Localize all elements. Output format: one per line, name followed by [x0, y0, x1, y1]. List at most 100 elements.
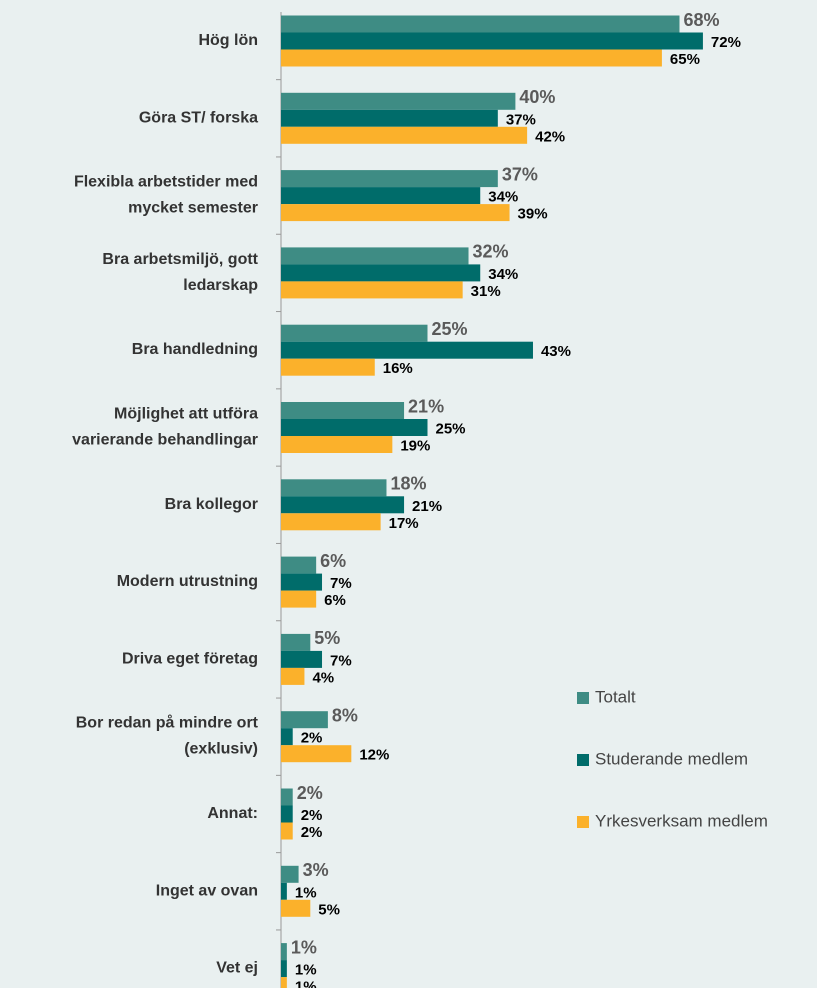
value-label: 16%: [383, 360, 413, 377]
bar: [281, 882, 287, 900]
category-line: Bra handledning: [132, 341, 258, 358]
bar: [281, 805, 293, 823]
bar: [281, 711, 328, 729]
bar: [281, 170, 498, 188]
legend-label: Yrkesverksam medlem: [595, 811, 768, 830]
value-label: 31%: [471, 283, 501, 300]
bar: [281, 247, 469, 265]
category-label: Flexibla arbetstider med mycket semester: [74, 174, 258, 217]
bar: [281, 788, 293, 806]
value-label: 72%: [711, 34, 741, 51]
value-label: 8%: [332, 705, 358, 725]
bar: [281, 49, 662, 67]
bar: [281, 822, 293, 840]
value-label: 1%: [295, 979, 317, 988]
value-label: 34%: [488, 266, 518, 283]
category-line: Bra arbetsmiljö, gott: [102, 251, 258, 268]
category-label: Göra ST/ forska: [139, 110, 258, 127]
value-label: 25%: [432, 319, 468, 339]
legend-label: Totalt: [595, 687, 636, 706]
value-label: 12%: [359, 747, 389, 764]
bar: [281, 865, 299, 883]
category-line: Modern utrustning: [117, 573, 258, 590]
value-label: 19%: [400, 437, 430, 454]
value-label: 4%: [312, 669, 334, 686]
category-label: Annat:: [207, 805, 258, 822]
bar: [281, 281, 463, 299]
bar: [281, 590, 317, 608]
bar: [281, 633, 311, 651]
category-label: Bra arbetsmiljö, gott ledarskap: [102, 251, 258, 294]
bar: [281, 943, 287, 961]
category-label: Inget av ovan: [156, 883, 258, 900]
value-label: 6%: [324, 592, 346, 609]
bar: [281, 402, 405, 419]
bar: [281, 650, 323, 668]
bar: [281, 187, 481, 205]
category-line: (exklusiv): [184, 741, 258, 758]
bar: [281, 728, 293, 746]
bar: [281, 556, 317, 574]
bar: [281, 15, 680, 33]
value-label: 42%: [535, 128, 565, 145]
value-label: 32%: [473, 242, 509, 262]
value-label: 40%: [519, 87, 555, 107]
value-label: 17%: [389, 515, 419, 532]
bar: [281, 204, 510, 222]
bar: [281, 32, 703, 50]
value-label: 5%: [318, 901, 340, 918]
bar: [281, 899, 311, 917]
bar: [281, 513, 381, 531]
value-label: 7%: [330, 575, 352, 592]
value-label: 68%: [683, 10, 719, 30]
bar: [281, 109, 498, 127]
category-line: Inget av ovan: [156, 883, 258, 900]
value-label: 2%: [301, 824, 323, 841]
category-line: Hög lön: [198, 32, 258, 49]
bar: [281, 419, 428, 436]
category-label: Bor redan på mindre ort (exklusiv): [76, 714, 259, 758]
bar: [281, 92, 516, 110]
category-line: Annat:: [207, 805, 258, 822]
bar: [281, 479, 387, 497]
category-line: varierande behandlingar: [72, 432, 258, 449]
category-label: Modern utrustning: [117, 573, 258, 590]
category-line: Möjlighet att utföra: [114, 406, 258, 423]
bar: [281, 496, 405, 514]
category-line: Flexibla arbetstider med: [74, 174, 258, 191]
legend-label: Studerande medlem: [595, 749, 748, 768]
category-label: Bra handledning: [132, 341, 258, 358]
category-label: Bra kollegor: [165, 496, 258, 513]
value-label: 6%: [320, 551, 346, 571]
category-line: Driva eget företag: [122, 651, 258, 668]
bar: [281, 436, 393, 453]
category-label: Hög lön: [198, 32, 258, 49]
category-label: Driva eget företag: [122, 651, 258, 668]
bar: [281, 667, 305, 685]
category-line: Bra kollegor: [165, 496, 258, 513]
bar: [281, 960, 287, 978]
bar: [281, 745, 352, 763]
category-label: Vet ej: [216, 960, 258, 977]
category-line: mycket semester: [128, 200, 258, 217]
legend-swatch: [577, 754, 589, 766]
bar: [281, 264, 481, 282]
bar: [281, 573, 323, 591]
category-line: Vet ej: [216, 960, 258, 977]
bar: [281, 324, 428, 342]
value-label: 37%: [506, 111, 536, 128]
value-label: 2%: [301, 730, 323, 747]
value-label: 21%: [412, 498, 442, 515]
value-label: 1%: [291, 937, 317, 957]
value-label: 1%: [295, 962, 317, 979]
value-label: 5%: [314, 628, 340, 648]
bar: [281, 358, 375, 376]
value-label: 3%: [303, 860, 329, 880]
legend-swatch: [577, 692, 589, 704]
value-label: 7%: [330, 652, 352, 669]
value-label: 65%: [670, 51, 700, 68]
category-line: ledarskap: [183, 277, 258, 294]
value-label: 34%: [488, 189, 518, 206]
legend-swatch: [577, 816, 589, 828]
